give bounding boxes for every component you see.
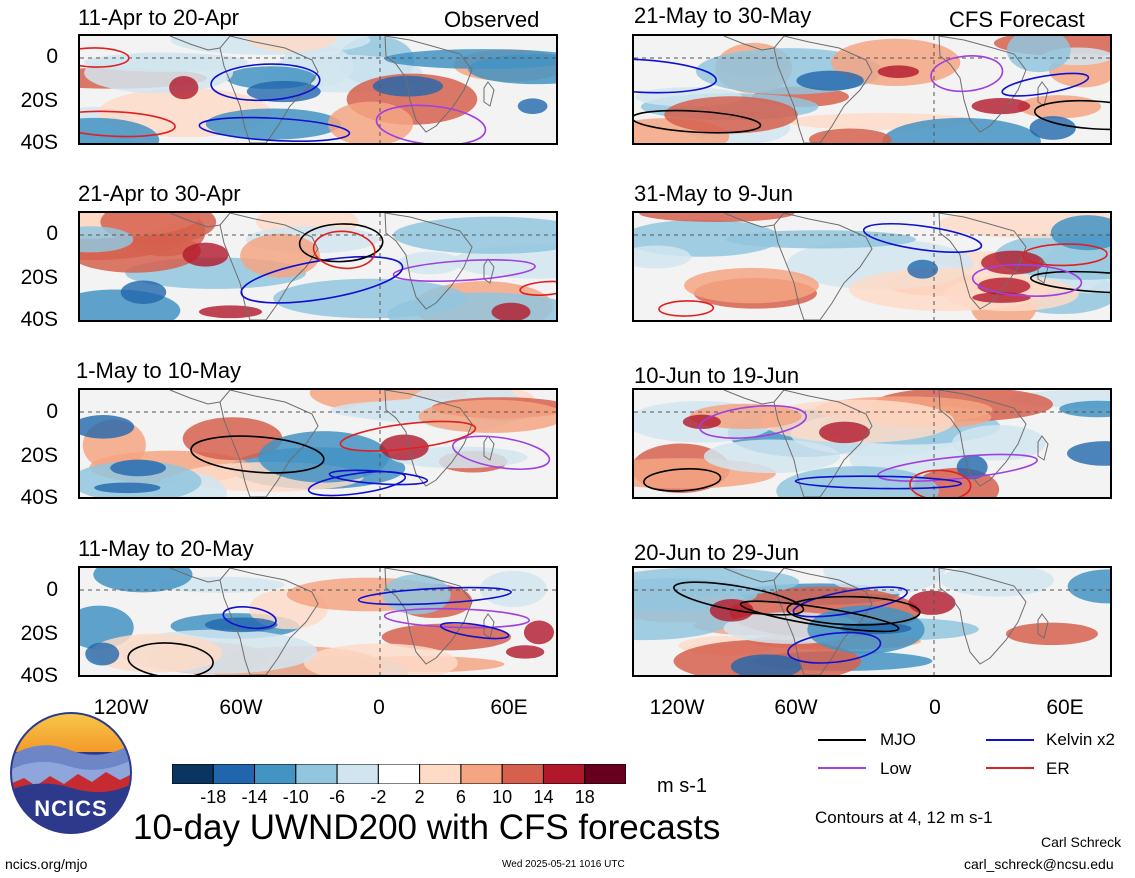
legend-low-label: Low: [880, 759, 912, 778]
map-panel-right-4: [632, 566, 1112, 677]
colorbar-swatch: [295, 763, 338, 785]
logo-text: NCICS: [34, 796, 108, 821]
colorbar-label: -10: [282, 787, 309, 807]
xtick-0: 0: [929, 696, 941, 719]
panel-title-right-3: 10-Jun to 19-Jun: [634, 363, 800, 388]
xtick-60e: 60E: [490, 696, 528, 719]
email-link[interactable]: carl_schreck@ncsu.edu: [964, 856, 1114, 872]
colorbar-swatch: [171, 763, 214, 785]
colorbar-label: -14: [241, 787, 268, 807]
ytick-0: 0: [46, 400, 58, 423]
contour-legend: MJO Kelvin x2 Low ER: [818, 730, 1118, 790]
map-canvas: [634, 568, 1110, 675]
contours-note: Contours at 4, 12 m s-1: [815, 808, 993, 827]
map-panel-right-3: [632, 388, 1112, 499]
colorbar-swatch: [336, 763, 379, 785]
colorbar-swatch: [419, 763, 462, 785]
colorbar-label: -18: [200, 787, 227, 807]
map-panel-right-2: [632, 211, 1112, 322]
colorbar-swatch: [584, 763, 627, 785]
colorbar-swatch: [501, 763, 544, 785]
panel-title-right-4: 20-Jun to 29-Jun: [634, 540, 800, 565]
colorbar-label: 2: [414, 787, 425, 807]
xtick-120w: 120W: [93, 696, 149, 719]
map-canvas: [80, 213, 556, 320]
panel-title-right-2: 31-May to 9-Jun: [634, 181, 793, 206]
map-canvas: [80, 36, 556, 143]
ytick-0: 0: [46, 222, 58, 245]
colorbar: [171, 763, 627, 785]
panel-title-left-4: 11-May to 20-May: [78, 536, 254, 561]
xtick-60w: 60W: [774, 696, 818, 719]
map-canvas: [634, 390, 1110, 497]
colorbar-swatch: [212, 763, 256, 785]
map-panel-left-2: [78, 211, 558, 322]
timestamp: Wed 2025-05-21 1016 UTC: [502, 859, 625, 870]
ytick-40s: 40S: [20, 664, 58, 687]
colorbar-label: 18: [574, 787, 595, 807]
ytick-20s: 20S: [20, 89, 58, 112]
ytick-20s: 20S: [20, 622, 58, 645]
map-panel-left-3: [78, 388, 558, 499]
forecast-label: CFS Forecast: [949, 7, 1085, 32]
observed-label: Observed: [444, 7, 540, 32]
ytick-40s: 40S: [20, 486, 58, 509]
ytick-20s: 20S: [20, 266, 58, 289]
map-canvas: [80, 568, 556, 675]
ytick-40s: 40S: [20, 308, 58, 331]
legend-kelvin-label: Kelvin x2: [1046, 730, 1115, 749]
author: Carl Schreck: [1041, 834, 1122, 850]
map-canvas: [634, 36, 1110, 143]
legend-er-label: ER: [1046, 759, 1070, 778]
ytick-20s: 20S: [20, 444, 58, 467]
legend-mjo-label: MJO: [880, 730, 916, 749]
panel-title-left-1: 11-Apr to 20-Apr: [78, 5, 240, 30]
ytick-0: 0: [46, 578, 58, 601]
ncics-logo: NCICS: [10, 712, 132, 834]
colorbar-swatch: [254, 763, 297, 785]
panel-title-left-2: 21-Apr to 30-Apr: [78, 181, 241, 206]
page-title: 10-day UWND200 with CFS forecasts: [133, 808, 721, 847]
colorbar-label: 14: [533, 787, 554, 807]
map-canvas: [80, 390, 556, 497]
xtick-60e: 60E: [1046, 696, 1084, 719]
xtick-60w: 60W: [219, 696, 263, 719]
colorbar-units: m s-1: [657, 775, 707, 797]
panel-title-left-3: 1-May to 10-May: [76, 358, 242, 383]
colorbar-label: -2: [370, 787, 387, 807]
colorbar-swatch: [377, 763, 421, 785]
ytick-40s: 40S: [20, 131, 58, 154]
map-panel-left-1: [78, 34, 558, 145]
xtick-120w: 120W: [649, 696, 705, 719]
colorbar-label: 10: [492, 787, 513, 807]
colorbar-label: 6: [455, 787, 466, 807]
site-link[interactable]: ncics.org/mjo: [5, 856, 88, 872]
map-panel-left-4: [78, 566, 558, 677]
colorbar-label: -6: [329, 787, 346, 807]
colorbar-swatch: [460, 763, 503, 785]
map-canvas: [634, 213, 1110, 320]
colorbar-swatch: [542, 763, 586, 785]
colorbar-labels: -18 -14 -10 -6 -2 2 6 10 14 18: [172, 787, 626, 809]
ytick-0: 0: [46, 45, 58, 68]
panel-title-right-1: 21-May to 30-May: [634, 3, 812, 28]
map-panel-right-1: [632, 34, 1112, 145]
xtick-0: 0: [373, 696, 385, 719]
